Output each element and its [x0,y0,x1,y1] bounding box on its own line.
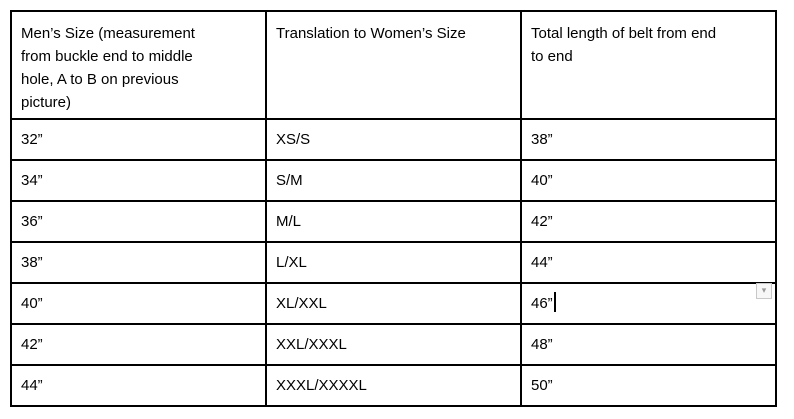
header-cell-mens-size[interactable]: Men’s Size (measurement from buckle end … [10,10,267,120]
cell-total-length[interactable]: 42” [520,200,777,243]
text-cursor [553,292,556,312]
table-row: 44” XXXL/XXXXL 50” [10,364,777,407]
cell-womens-size[interactable]: XXXL/XXXXL [265,364,522,407]
cell-mens-size[interactable]: 38” [10,241,267,284]
table-row: 38” L/XL 44” [10,241,777,284]
cell-total-length-active[interactable]: 46” [520,282,777,325]
cell-mens-size[interactable]: 42” [10,323,267,366]
cell-womens-size[interactable]: M/L [265,200,522,243]
cell-mens-size[interactable]: 44” [10,364,267,407]
cell-total-length[interactable]: 50” [520,364,777,407]
table-row: 32” XS/S 38” [10,118,777,161]
cell-mens-size[interactable]: 34” [10,159,267,202]
cell-mens-size[interactable]: 40” [10,282,267,325]
table-row: 42” XXL/XXXL 48” [10,323,777,366]
table-row: 36” M/L 42” [10,200,777,243]
cell-mens-size[interactable]: 32” [10,118,267,161]
cell-womens-size[interactable]: XXL/XXXL [265,323,522,366]
cell-mens-size[interactable]: 36” [10,200,267,243]
cell-text: 46” [531,295,553,312]
table-row: 40” XL/XXL 46” [10,282,777,325]
chevron-down-icon: ▾ [761,285,767,296]
header-cell-total-length[interactable]: Total length of belt from end to end [520,10,777,120]
cell-total-length[interactable]: 38” [520,118,777,161]
header-row: Men’s Size (measurement from buckle end … [10,10,777,120]
header-cell-womens-size[interactable]: Translation to Women’s Size [265,10,522,120]
table-row: 34” S/M 40” [10,159,777,202]
table-dropdown-button[interactable]: ▾ [756,283,772,299]
cell-womens-size[interactable]: XS/S [265,118,522,161]
size-conversion-table: Men’s Size (measurement from buckle end … [10,10,777,407]
cell-total-length[interactable]: 48” [520,323,777,366]
cell-womens-size[interactable]: XL/XXL [265,282,522,325]
cell-womens-size[interactable]: L/XL [265,241,522,284]
cell-womens-size[interactable]: S/M [265,159,522,202]
cell-total-length[interactable]: 40” [520,159,777,202]
cell-total-length[interactable]: 44” [520,241,777,284]
